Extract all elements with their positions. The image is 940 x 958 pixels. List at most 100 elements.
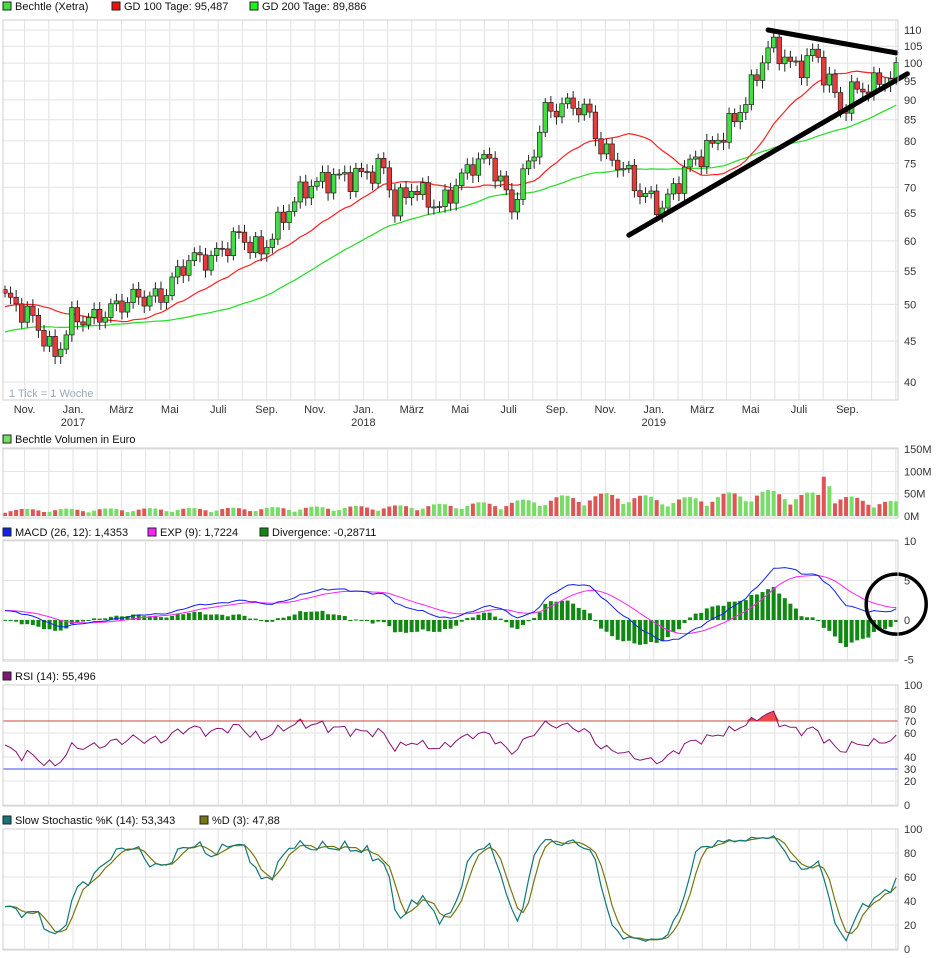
volume-bar: [437, 503, 442, 516]
legend-swatch-stoch-d: [199, 815, 209, 825]
divergence-bar: [877, 620, 882, 631]
candle: [776, 36, 782, 65]
volume-bar: [36, 510, 41, 516]
candle: [431, 206, 437, 209]
divergence-bar: [637, 620, 642, 645]
volume-bar: [860, 500, 865, 516]
divergence-bar: [777, 593, 782, 620]
candle: [375, 157, 381, 184]
x-tick-label: März: [690, 404, 714, 416]
legend-swatch-exp: [147, 527, 157, 537]
volume-bar: [153, 508, 158, 516]
divergence-bar: [521, 620, 526, 625]
divergence-bar: [598, 620, 603, 629]
legend-rsi: RSI (14): 55,496: [15, 671, 96, 683]
price-tick-label: 85: [904, 115, 916, 127]
volume-legend: Bechtle Volumen in Euro: [2, 434, 135, 446]
volume-bar: [225, 508, 230, 516]
candle: [854, 81, 860, 90]
candle: [7, 292, 14, 298]
price-tick-label: 55: [904, 266, 916, 278]
divergence-bar: [448, 620, 453, 629]
candle: [693, 156, 699, 160]
volume-bar: [376, 510, 381, 516]
candle: [815, 48, 821, 58]
panel-frame-rsi: [2, 684, 899, 807]
divergence-bar: [509, 620, 514, 628]
volume-bar: [342, 508, 347, 516]
volume-bar: [665, 506, 670, 516]
candle: [102, 317, 108, 323]
volume-bar: [632, 498, 637, 516]
divergence-bar: [493, 616, 498, 620]
volume-bar: [548, 500, 553, 516]
candle: [876, 72, 883, 85]
candle: [715, 139, 721, 144]
candle: [202, 254, 209, 271]
volume-bar: [649, 496, 654, 516]
volume-bar: [554, 497, 559, 516]
divergence-bar: [888, 620, 893, 627]
legend-swatch-rsi: [2, 671, 12, 681]
volume-bar: [337, 510, 342, 516]
volume-bar: [41, 511, 46, 516]
divergence-bar: [303, 612, 308, 620]
volume-bar: [281, 508, 286, 516]
volume-bar: [621, 504, 626, 516]
legend-stoch-d: %D (3): 47,88: [212, 815, 280, 827]
volume-bar: [47, 511, 52, 516]
divergence-bar: [743, 600, 748, 620]
divergence-bar: [610, 620, 615, 637]
divergence-bar: [437, 620, 442, 632]
divergence-bar: [80, 620, 85, 622]
divergence-bar: [738, 600, 743, 620]
divergence-bar: [197, 611, 202, 620]
candle: [113, 300, 120, 305]
candle: [531, 156, 537, 162]
divergence-bar: [844, 620, 849, 648]
candle: [364, 171, 370, 173]
panel-frame-vol: [2, 447, 899, 519]
candle: [754, 74, 760, 81]
volume-bar: [832, 503, 837, 516]
volume-bar: [660, 504, 665, 516]
volume-bar: [476, 502, 481, 516]
volume-bar: [576, 501, 581, 516]
candle: [436, 206, 443, 208]
volume-bar: [326, 508, 331, 516]
divergence-bar: [782, 598, 787, 620]
divergence-bar: [526, 620, 531, 622]
divergence-bar: [387, 620, 392, 627]
candle: [771, 36, 777, 49]
candle: [35, 315, 42, 331]
divergence-bar: [715, 605, 720, 620]
candle: [570, 97, 576, 109]
volume-bar: [431, 504, 436, 516]
x-year-label: 2019: [642, 417, 666, 429]
volume-bar: [827, 486, 832, 516]
legend-divergence: Divergence: -0,28711: [272, 527, 376, 539]
price-tick-label: 45: [904, 336, 916, 348]
divergence-bar: [704, 608, 709, 620]
candle: [520, 168, 526, 200]
divergence-bar: [404, 620, 409, 633]
volume-bar: [749, 501, 754, 516]
volume-bar: [699, 501, 704, 516]
x-tick-label: Juli: [210, 404, 227, 416]
candle: [603, 143, 610, 155]
candle: [175, 266, 181, 278]
divergence-bar: [615, 620, 620, 640]
candle: [91, 308, 97, 318]
rsi-tick-label: 100: [904, 680, 922, 692]
volume-bar: [236, 508, 241, 516]
divergence-bar: [298, 611, 303, 620]
divergence-bar: [532, 618, 537, 620]
volume-bar: [64, 508, 69, 516]
divergence-bar: [576, 607, 581, 620]
x-tick-label: März: [109, 404, 133, 416]
volume-bar: [816, 494, 821, 516]
divergence-bar: [621, 620, 626, 642]
volume-bar: [97, 509, 102, 516]
volume-bar: [637, 495, 642, 516]
volume-bar: [454, 508, 459, 516]
